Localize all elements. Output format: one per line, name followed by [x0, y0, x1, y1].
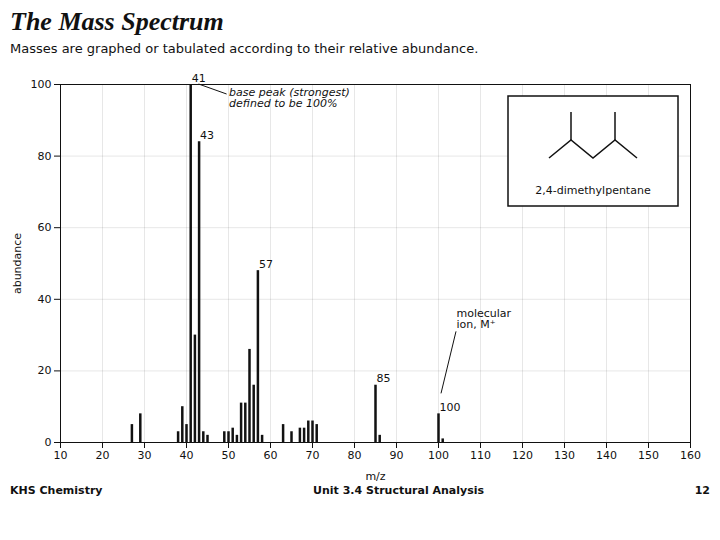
- svg-text:150: 150: [638, 449, 659, 462]
- svg-text:molecularion, M⁺: molecularion, M⁺: [457, 307, 512, 331]
- svg-text:120: 120: [512, 449, 533, 462]
- svg-text:100: 100: [440, 401, 461, 414]
- svg-text:140: 140: [596, 449, 617, 462]
- svg-text:80: 80: [348, 449, 362, 462]
- html-text:Unit 3.4 Structural Analysis: Unit 3.4 Structural Analysis: [313, 484, 485, 497]
- svg-text:30: 30: [138, 449, 152, 462]
- svg-text:90: 90: [390, 449, 404, 462]
- svg-text:160: 160: [680, 449, 701, 462]
- html-text:Masses are graphed or tabulate: Masses are graphed or tabulated accordin…: [10, 41, 479, 56]
- svg-text:base peak (strongest)defined t: base peak (strongest)defined to be 100%: [229, 86, 350, 110]
- svg-text:70: 70: [306, 449, 320, 462]
- svg-text:0: 0: [45, 436, 52, 449]
- svg-text:abundance: abundance: [11, 233, 24, 294]
- svg-text:50: 50: [222, 449, 236, 462]
- html-text:KHS Chemistry: KHS Chemistry: [10, 484, 103, 497]
- svg-text:40: 40: [180, 449, 194, 462]
- svg-text:60: 60: [38, 221, 52, 234]
- svg-text:80: 80: [38, 150, 52, 163]
- svg-text:2,4-dimethylpentane: 2,4-dimethylpentane: [535, 184, 651, 197]
- svg-text:40: 40: [38, 293, 52, 306]
- svg-text:110: 110: [470, 449, 491, 462]
- svg-text:130: 130: [554, 449, 575, 462]
- html-text:The Mass Spectrum: The Mass Spectrum: [10, 7, 224, 36]
- svg-text:43: 43: [200, 129, 214, 142]
- svg-text:57: 57: [259, 258, 273, 271]
- svg-text:m/z: m/z: [365, 470, 385, 483]
- html-text:12: 12: [694, 484, 710, 497]
- svg-text:41: 41: [192, 72, 206, 85]
- svg-text:85: 85: [377, 372, 391, 385]
- svg-text:20: 20: [96, 449, 110, 462]
- svg-text:10: 10: [54, 449, 68, 462]
- svg-text:100: 100: [31, 78, 52, 91]
- svg-text:60: 60: [264, 449, 278, 462]
- svg-text:100: 100: [428, 449, 449, 462]
- svg-text:20: 20: [38, 364, 52, 377]
